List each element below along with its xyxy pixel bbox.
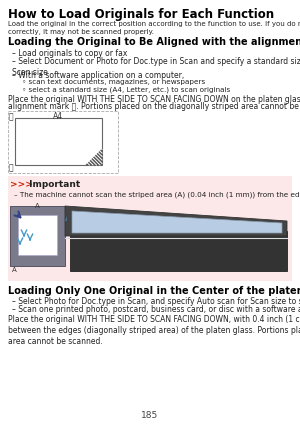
Text: ◦ scan text documents, magazines, or newspapers: ◦ scan text documents, magazines, or new…: [22, 79, 205, 85]
Text: – Select Photo for Doc.type in Scan, and specify Auto scan for Scan size to scan: – Select Photo for Doc.type in Scan, and…: [12, 297, 300, 306]
Bar: [8, 111, 118, 173]
Text: – The machine cannot scan the striped area (A) (0.04 inch (1 mm)) from the edges: – The machine cannot scan the striped ar…: [14, 191, 300, 198]
Text: How to Load Originals for Each Function: How to Load Originals for Each Function: [8, 8, 274, 21]
Text: Important: Important: [26, 180, 80, 189]
Text: A4: A4: [53, 112, 63, 121]
Text: alignment mark Ⓜ. Portions placed on the diagonally striped area cannot be scann: alignment mark Ⓜ. Portions placed on the…: [8, 102, 300, 111]
Text: ◦ select a standard size (A4, Letter, etc.) to scan originals: ◦ select a standard size (A4, Letter, et…: [22, 86, 230, 93]
Polygon shape: [72, 211, 282, 233]
Text: – Select Document or Photo for Doc.type in Scan and specify a standard size (A4,: – Select Document or Photo for Doc.type …: [12, 57, 300, 77]
Text: – With a software application on a computer,: – With a software application on a compu…: [12, 71, 184, 80]
Text: Loading the Original to Be Aligned with the alignment mark Ⓜ: Loading the Original to Be Aligned with …: [8, 37, 300, 47]
Text: Loading Only One Original in the Center of the platen glass: Loading Only One Original in the Center …: [8, 286, 300, 296]
Polygon shape: [86, 149, 102, 165]
Text: – Scan one printed photo, postcard, business card, or disc with a software appli: – Scan one printed photo, postcard, busi…: [12, 305, 300, 314]
Bar: [15, 118, 102, 165]
Text: A: A: [12, 267, 17, 273]
Bar: [70, 231, 287, 271]
Text: 185: 185: [141, 411, 159, 420]
Text: Place the original WITH THE SIDE TO SCAN FACING DOWN on the platen glass and ali: Place the original WITH THE SIDE TO SCAN…: [8, 95, 300, 104]
Bar: [8, 176, 292, 281]
Polygon shape: [65, 206, 287, 236]
Text: Load the original in the correct position according to the function to use. If y: Load the original in the correct positio…: [8, 21, 300, 34]
Bar: [18, 215, 57, 255]
Text: Ⓜ: Ⓜ: [9, 112, 14, 121]
Text: >>>: >>>: [10, 180, 33, 189]
Text: Place the original WITH THE SIDE TO SCAN FACING DOWN, with 0.4 inch (1 cm) or mo: Place the original WITH THE SIDE TO SCAN…: [8, 315, 300, 346]
Text: – Load originals to copy or fax: – Load originals to copy or fax: [12, 49, 128, 58]
Text: Ⓜ: Ⓜ: [9, 163, 14, 172]
Bar: [10, 206, 65, 266]
Polygon shape: [65, 216, 67, 221]
Text: A: A: [34, 203, 39, 209]
